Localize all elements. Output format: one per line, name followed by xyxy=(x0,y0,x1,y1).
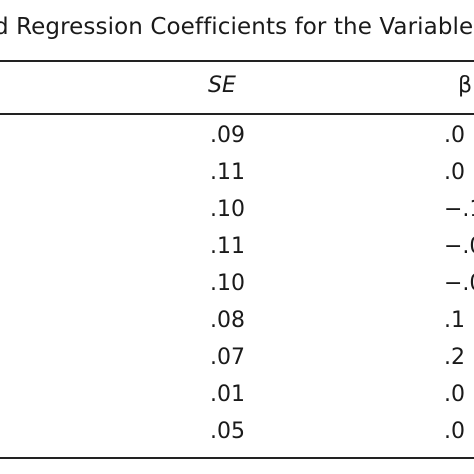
table-row: .11 .0 xyxy=(0,160,474,190)
se-value: .01 xyxy=(210,382,245,407)
beta-value: .0 xyxy=(444,160,465,185)
table-row: .01 .0 xyxy=(0,382,474,412)
se-value: .11 xyxy=(210,234,245,259)
beta-value: .2 xyxy=(444,345,465,370)
beta-value: .0 xyxy=(444,123,465,148)
beta-value: −.0 xyxy=(444,234,474,259)
se-value: .08 xyxy=(210,308,245,333)
table-bottom-rule xyxy=(0,457,474,459)
se-value: .11 xyxy=(210,160,245,185)
table-row: .10 −.0 xyxy=(0,271,474,301)
table-row: .11 −.0 xyxy=(0,234,474,264)
beta-value: .1 xyxy=(444,308,465,333)
beta-value: −.0 xyxy=(444,271,474,296)
table-header-rule xyxy=(0,113,474,115)
column-header-beta: β xyxy=(458,73,473,98)
se-value: .10 xyxy=(210,271,245,296)
table-row: .10 −.1 xyxy=(0,197,474,227)
table-caption: d Regression Coefficients for the Variab… xyxy=(0,14,474,40)
table-top-rule xyxy=(0,60,474,62)
beta-value: −.1 xyxy=(444,197,474,222)
table-row: .09 .0 xyxy=(0,123,474,153)
beta-value: .0 xyxy=(444,382,465,407)
se-value: .07 xyxy=(210,345,245,370)
se-value: .05 xyxy=(210,419,245,444)
table-row: .05 .0 xyxy=(0,419,474,449)
table-row: .08 .1 xyxy=(0,308,474,338)
beta-value: .0 xyxy=(444,419,465,444)
table-row: .07 .2 xyxy=(0,345,474,375)
se-value: .09 xyxy=(210,123,245,148)
se-value: .10 xyxy=(210,197,245,222)
column-header-se: SE xyxy=(208,73,236,98)
